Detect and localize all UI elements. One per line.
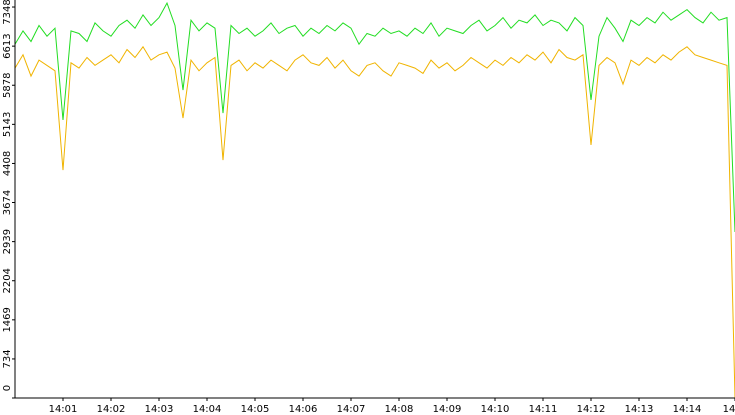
x-tick-label: 14:02 bbox=[97, 404, 126, 415]
y-tick-label: 2204 bbox=[2, 268, 13, 293]
y-tick-label: 5878 bbox=[2, 73, 13, 98]
y-tick-label: 7348 bbox=[2, 0, 13, 25]
series-line bbox=[14, 45, 735, 399]
y-tick-label: 6613 bbox=[2, 33, 13, 58]
y-tick-label: 0 bbox=[2, 385, 13, 391]
series-line bbox=[14, 1, 735, 233]
x-tick-label: 14:13 bbox=[625, 404, 654, 415]
x-tick-label: 14:05 bbox=[241, 404, 270, 415]
x-tick-label: 14:03 bbox=[145, 404, 174, 415]
y-tick-label: 5143 bbox=[2, 112, 13, 137]
x-tick-label: 14:04 bbox=[193, 404, 222, 415]
y-tick-label: 4408 bbox=[2, 151, 13, 176]
x-tick-label: 14:01 bbox=[49, 404, 78, 415]
y-tick-label: 1469 bbox=[2, 307, 13, 332]
x-tick-label: 14:06 bbox=[289, 404, 318, 415]
x-tick-label: 14:10 bbox=[481, 404, 510, 415]
x-tick-label: 14 bbox=[723, 404, 735, 415]
x-tick-label: 14:12 bbox=[577, 404, 606, 415]
y-tick-label: 3674 bbox=[2, 190, 13, 215]
y-tick-label: 734 bbox=[2, 349, 13, 368]
y-tick-label: 2939 bbox=[2, 229, 13, 254]
x-tick-label: 14:07 bbox=[337, 404, 366, 415]
x-tick-label: 14:08 bbox=[385, 404, 414, 415]
x-tick-label: 14:11 bbox=[529, 404, 558, 415]
x-tick-label: 14:09 bbox=[433, 404, 462, 415]
x-tick-label: 14:14 bbox=[673, 404, 702, 415]
